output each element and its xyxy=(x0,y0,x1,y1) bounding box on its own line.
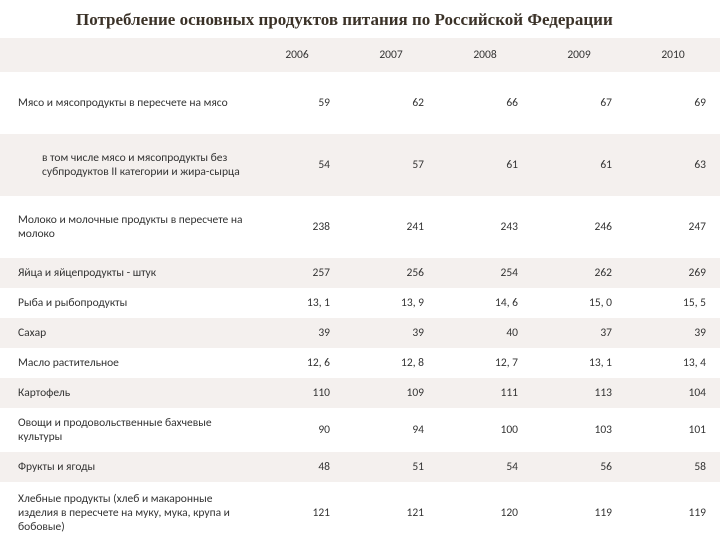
cell-value: 69 xyxy=(626,72,720,134)
cell-value: 15, 0 xyxy=(532,288,626,318)
row-label: Мясо и мясопродукты в пересчете на мясо xyxy=(0,72,250,134)
row-label: Сахар xyxy=(0,318,250,348)
cell-value: 241 xyxy=(344,196,438,258)
row-label: Яйца и яйцепродукты - штук xyxy=(0,258,250,288)
table-row: Хлебные продукты (хлеб и макаронные изде… xyxy=(0,482,720,544)
cell-value: 13, 1 xyxy=(250,288,344,318)
col-2009: 2009 xyxy=(532,38,626,72)
cell-value: 254 xyxy=(438,258,532,288)
cell-value: 13, 4 xyxy=(626,348,720,378)
cell-value: 14, 6 xyxy=(438,288,532,318)
cell-value: 104 xyxy=(626,378,720,408)
cell-value: 269 xyxy=(626,258,720,288)
cell-value: 113 xyxy=(532,378,626,408)
cell-value: 62 xyxy=(344,72,438,134)
row-label: Молоко и молочные продукты в пересчете н… xyxy=(0,196,250,258)
row-label: Хлебные продукты (хлеб и макаронные изде… xyxy=(0,482,250,544)
row-label: Картофель xyxy=(0,378,250,408)
row-label: Рыба и рыбопродукты xyxy=(0,288,250,318)
cell-value: 256 xyxy=(344,258,438,288)
row-label: Фрукты и ягоды xyxy=(0,452,250,482)
col-2006: 2006 xyxy=(250,38,344,72)
cell-value: 121 xyxy=(250,482,344,544)
cell-value: 109 xyxy=(344,378,438,408)
table-row: Молоко и молочные продукты в пересчете н… xyxy=(0,196,720,258)
cell-value: 63 xyxy=(626,134,720,196)
table-row: Фрукты и ягоды4851545658 xyxy=(0,452,720,482)
cell-value: 48 xyxy=(250,452,344,482)
cell-value: 57 xyxy=(344,134,438,196)
cell-value: 39 xyxy=(250,318,344,348)
table-row: Масло растительное12, 612, 812, 713, 113… xyxy=(0,348,720,378)
cell-value: 100 xyxy=(438,408,532,452)
table-row: Картофель110109111113104 xyxy=(0,378,720,408)
col-2007: 2007 xyxy=(344,38,438,72)
cell-value: 101 xyxy=(626,408,720,452)
cell-value: 243 xyxy=(438,196,532,258)
cell-value: 12, 7 xyxy=(438,348,532,378)
cell-value: 12, 8 xyxy=(344,348,438,378)
cell-value: 12, 6 xyxy=(250,348,344,378)
cell-value: 119 xyxy=(626,482,720,544)
table-row: в том числе мясо и мясопродукты без субп… xyxy=(0,134,720,196)
cell-value: 111 xyxy=(438,378,532,408)
table-row: Сахар3939403739 xyxy=(0,318,720,348)
cell-value: 61 xyxy=(532,134,626,196)
cell-value: 61 xyxy=(438,134,532,196)
cell-value: 59 xyxy=(250,72,344,134)
cell-value: 15, 5 xyxy=(626,288,720,318)
cell-value: 37 xyxy=(532,318,626,348)
cell-value: 54 xyxy=(438,452,532,482)
cell-value: 39 xyxy=(626,318,720,348)
cell-value: 67 xyxy=(532,72,626,134)
table-row: Яйца и яйцепродукты - штук25725625426226… xyxy=(0,258,720,288)
cell-value: 257 xyxy=(250,258,344,288)
consumption-table: 2006 2007 2008 2009 2010 Мясо и мясопрод… xyxy=(0,38,720,544)
cell-value: 13, 9 xyxy=(344,288,438,318)
cell-value: 13, 1 xyxy=(532,348,626,378)
page-title: Потребление основных продуктов питания п… xyxy=(0,10,720,38)
cell-value: 39 xyxy=(344,318,438,348)
table-row: Овощи и продовольственные бахчевые культ… xyxy=(0,408,720,452)
cell-value: 51 xyxy=(344,452,438,482)
table-header-row: 2006 2007 2008 2009 2010 xyxy=(0,38,720,72)
row-label: в том числе мясо и мясопродукты без субп… xyxy=(0,134,250,196)
row-label: Масло растительное xyxy=(0,348,250,378)
cell-value: 121 xyxy=(344,482,438,544)
table-row: Рыба и рыбопродукты13, 113, 914, 615, 01… xyxy=(0,288,720,318)
cell-value: 247 xyxy=(626,196,720,258)
cell-value: 119 xyxy=(532,482,626,544)
cell-value: 120 xyxy=(438,482,532,544)
cell-value: 103 xyxy=(532,408,626,452)
cell-value: 90 xyxy=(250,408,344,452)
col-2010: 2010 xyxy=(626,38,720,72)
cell-value: 238 xyxy=(250,196,344,258)
cell-value: 58 xyxy=(626,452,720,482)
cell-value: 110 xyxy=(250,378,344,408)
cell-value: 66 xyxy=(438,72,532,134)
cell-value: 262 xyxy=(532,258,626,288)
col-2008: 2008 xyxy=(438,38,532,72)
cell-value: 94 xyxy=(344,408,438,452)
table-row: Мясо и мясопродукты в пересчете на мясо5… xyxy=(0,72,720,134)
cell-value: 40 xyxy=(438,318,532,348)
cell-value: 56 xyxy=(532,452,626,482)
cell-value: 246 xyxy=(532,196,626,258)
cell-value: 54 xyxy=(250,134,344,196)
row-label: Овощи и продовольственные бахчевые культ… xyxy=(0,408,250,452)
